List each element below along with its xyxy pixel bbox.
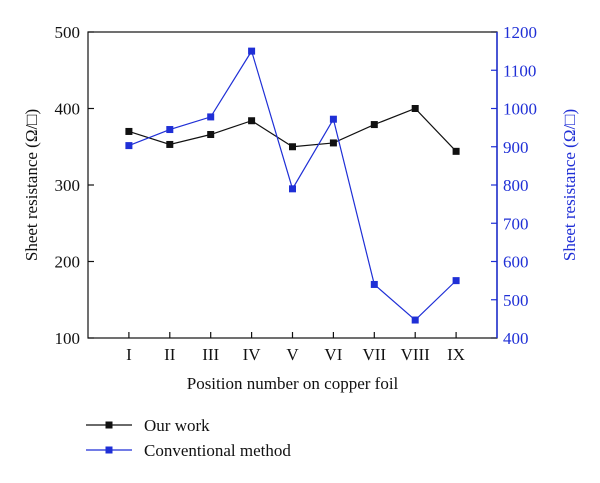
- left-y-tick-label: 300: [55, 176, 81, 195]
- x-tick-label: IX: [447, 345, 465, 364]
- data-point-conventional-method: [289, 185, 296, 193]
- data-point-our-work: [370, 121, 378, 129]
- series-layer: [125, 47, 460, 324]
- legend: Our work Conventional method: [86, 416, 291, 460]
- left-y-tick-label: 200: [55, 253, 81, 272]
- data-point-our-work: [329, 139, 337, 147]
- x-axis-label: Position number on copper foil: [187, 374, 399, 393]
- x-tick-label: III: [202, 345, 219, 364]
- data-point-our-work: [125, 127, 133, 135]
- right-y-tick-label: 700: [503, 214, 529, 233]
- right-y-axis: 400 500 600 700 800 900 1000 1100 1200: [491, 23, 537, 348]
- legend-marker-our-work: [105, 421, 113, 429]
- data-point-conventional-method: [370, 280, 378, 288]
- data-point-conventional-method: [125, 142, 133, 150]
- legend-item-our-work: Our work: [86, 416, 210, 435]
- x-axis: I II III IV V VI VII VIII IX: [126, 332, 465, 364]
- right-y-tick-label: 1000: [503, 100, 537, 119]
- data-point-our-work: [166, 140, 174, 148]
- x-tick-label: IV: [243, 345, 262, 364]
- data-point-conventional-method: [166, 126, 174, 134]
- left-y-axis: 100 200 300 400 500: [55, 23, 94, 348]
- right-y-tick-label: 1100: [503, 61, 536, 80]
- left-y-axis-label: Sheet resistance (Ω/□): [22, 109, 41, 261]
- right-y-axis-label: Sheet resistance (Ω/□): [560, 109, 579, 261]
- x-tick-label: VIII: [401, 345, 431, 364]
- data-point-conventional-method: [207, 113, 215, 121]
- left-y-tick-label: 100: [55, 329, 81, 348]
- legend-item-conventional-method: Conventional method: [86, 441, 291, 460]
- data-point-our-work: [411, 105, 419, 112]
- left-y-tick-label: 400: [55, 100, 81, 119]
- right-y-tick-label: 600: [503, 253, 529, 272]
- x-tick-label: VI: [324, 345, 342, 364]
- legend-label-conventional-method: Conventional method: [144, 441, 291, 460]
- data-point-conventional-method: [452, 277, 460, 285]
- data-point-conventional-method: [411, 316, 419, 324]
- right-y-tick-label: 800: [503, 176, 529, 195]
- left-y-tick-label: 500: [55, 23, 81, 42]
- data-point-our-work: [248, 117, 256, 125]
- x-tick-label: VII: [362, 345, 386, 364]
- x-tick-label: I: [126, 345, 132, 364]
- plot-frame: [87, 31, 498, 339]
- right-y-tick-label: 500: [503, 291, 529, 310]
- legend-label-our-work: Our work: [144, 416, 210, 435]
- x-tick-label: II: [164, 345, 176, 364]
- legend-marker-conventional-method: [105, 446, 113, 454]
- right-y-tick-label: 900: [503, 138, 529, 157]
- data-point-conventional-method: [329, 115, 337, 123]
- data-point-our-work: [452, 147, 460, 155]
- data-point-our-work: [289, 143, 296, 151]
- data-point-our-work: [207, 131, 215, 139]
- right-y-tick-label: 1200: [503, 23, 537, 42]
- x-tick-label: V: [286, 345, 299, 364]
- data-point-conventional-method: [248, 47, 256, 55]
- right-y-tick-label: 400: [503, 329, 529, 348]
